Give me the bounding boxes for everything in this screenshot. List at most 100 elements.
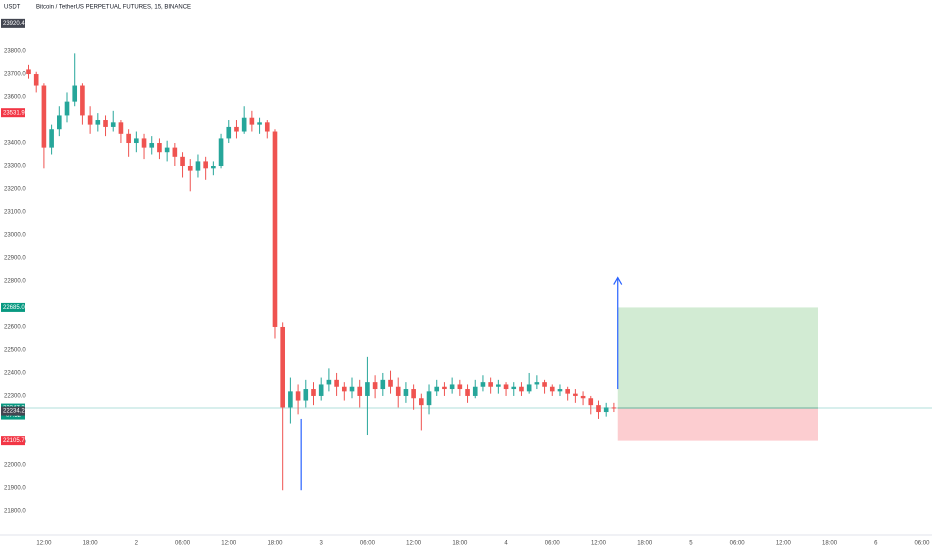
x-tick-label: 18:00 — [637, 541, 653, 547]
price-label-box — [1, 18, 25, 28]
y-tick-label: 22900.0 — [4, 256, 26, 262]
candle-body — [380, 379, 386, 390]
candle-body — [488, 382, 493, 387]
y-tick-label: 22500.0 — [4, 348, 26, 354]
candle-body — [403, 389, 409, 396]
candle-body — [457, 384, 463, 390]
candle-body — [26, 69, 31, 75]
y-tick-label: 22400.0 — [4, 371, 26, 377]
candle-body — [611, 407, 617, 409]
stop-zone — [617, 408, 819, 441]
candle-body — [41, 85, 47, 148]
candle-body — [211, 166, 216, 169]
candle-body — [534, 382, 540, 385]
y-tick-label: 21900.0 — [4, 485, 26, 491]
candle-body — [49, 129, 54, 148]
price-label: 22685.0 — [3, 305, 25, 311]
price-label-box — [1, 406, 25, 416]
candle-body — [603, 407, 609, 413]
candle-body — [103, 120, 108, 127]
y-tick-label: 22600.0 — [4, 325, 26, 331]
candle-body — [372, 382, 378, 390]
candle-body — [272, 131, 278, 327]
candle-body — [588, 398, 594, 406]
candle-body — [303, 389, 309, 401]
candle-body — [549, 386, 555, 392]
candle-body — [180, 156, 185, 167]
y-tick-label: 23100.0 — [4, 210, 26, 216]
candle-body — [419, 398, 424, 406]
candle-body — [264, 122, 270, 132]
price-label: 22105.7 — [3, 438, 25, 444]
candle-body — [503, 384, 509, 390]
candle-body — [557, 389, 563, 392]
x-tick-label: 12:00 — [221, 541, 237, 547]
x-tick-label: 06:00 — [730, 541, 746, 547]
y-tick-label: 23300.0 — [4, 164, 26, 170]
candle-body — [241, 117, 247, 132]
candle-body — [519, 386, 524, 392]
y-tick-label: 22000.0 — [4, 463, 26, 469]
x-tick-label: 12:00 — [776, 541, 792, 547]
candle-body — [87, 115, 93, 125]
candle-body — [511, 386, 517, 390]
candle-body — [280, 326, 285, 408]
price-label-box — [1, 108, 25, 118]
candle-body — [341, 386, 347, 392]
candle-body — [203, 161, 208, 169]
price-label: 23531.9 — [3, 110, 25, 116]
candle-body — [226, 126, 232, 139]
y-tick-label: 23700.0 — [4, 72, 26, 78]
candle-body — [195, 161, 201, 171]
candle-body — [426, 391, 432, 406]
candle-body — [365, 382, 370, 396]
candle-body — [434, 386, 440, 392]
candle-body — [565, 389, 570, 394]
candle-body — [134, 138, 139, 144]
x-tick-label: 18:00 — [83, 541, 99, 547]
x-tick-label: 6 — [874, 541, 878, 547]
x-tick-label: 5 — [689, 541, 693, 547]
candle-body — [187, 166, 193, 171]
candle-body — [218, 138, 224, 167]
candle-body — [388, 379, 393, 387]
x-tick-label: 12:00 — [406, 541, 422, 547]
candle-body — [126, 133, 131, 144]
candle-body — [295, 391, 301, 401]
candle-body — [326, 379, 332, 385]
target-zone — [617, 307, 819, 409]
candle-body — [33, 74, 39, 86]
candle-body — [172, 147, 178, 157]
x-tick-label: 3 — [320, 541, 324, 547]
candle-body — [395, 386, 401, 396]
x-tick-label: 12:00 — [36, 541, 52, 547]
y-tick-label: 21800.0 — [4, 508, 26, 514]
price-label: 22234.2 — [3, 409, 25, 415]
candle-body — [596, 405, 601, 413]
x-tick-label: 06:00 — [360, 541, 376, 547]
candle-body — [349, 386, 355, 392]
y-tick-label: 22800.0 — [4, 279, 26, 285]
candle-body — [64, 101, 70, 116]
candle-body — [95, 120, 101, 125]
candle-body — [311, 389, 316, 396]
candle-body — [472, 386, 478, 396]
y-tick-label: 23200.0 — [4, 187, 26, 193]
y-tick-label: 23800.0 — [4, 49, 26, 55]
candle-body — [110, 122, 116, 127]
candle-body — [234, 126, 239, 132]
y-tick-label: 23400.0 — [4, 141, 26, 147]
x-tick-label: 18:00 — [267, 541, 283, 547]
candle-body — [56, 115, 62, 130]
candle-body — [542, 382, 547, 387]
price-label-box — [1, 436, 25, 446]
price-label: 23920.4 — [3, 21, 25, 27]
x-tick-label: 4 — [504, 541, 508, 547]
candle-body — [357, 386, 363, 396]
candle-body — [496, 384, 501, 387]
y-tick-label: 22300.0 — [4, 394, 26, 400]
arrow-head — [613, 276, 623, 285]
candle-body — [257, 122, 262, 125]
candle-body — [580, 395, 586, 399]
